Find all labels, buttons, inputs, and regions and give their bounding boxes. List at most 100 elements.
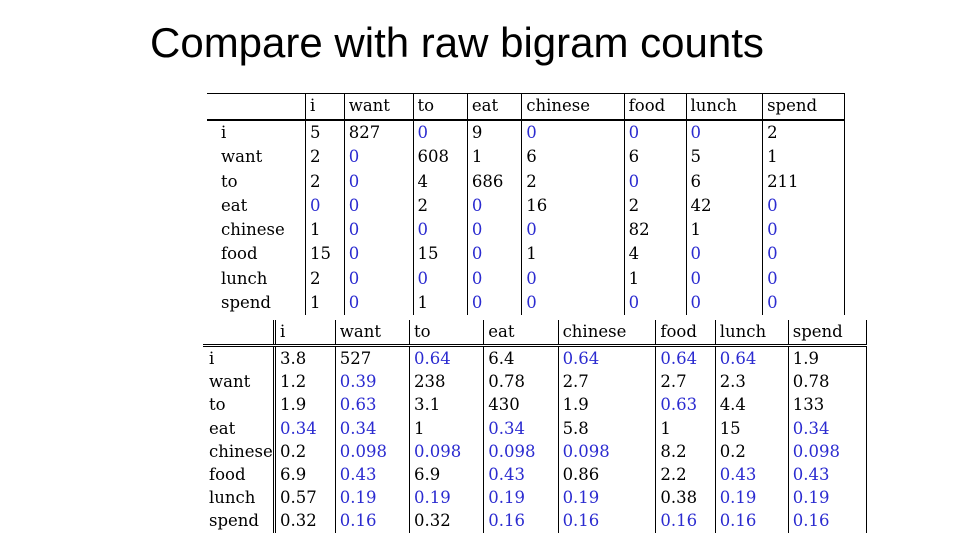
recon-cell: 6.4 bbox=[483, 345, 559, 371]
raw-cell: 15 bbox=[305, 242, 345, 267]
raw-cell: 0 bbox=[343, 242, 414, 267]
recon-col-header-i: i bbox=[273, 320, 336, 347]
raw-row-label: eat bbox=[221, 195, 248, 215]
reconstituted-counts-header: i want to eat chinese food lunch spend bbox=[203, 320, 868, 347]
recon-cell: 0.2 bbox=[273, 439, 336, 464]
raw-cell: 0 bbox=[762, 291, 845, 316]
raw-cell: 6 bbox=[685, 169, 763, 194]
raw-cell: 2 bbox=[305, 145, 345, 170]
recon-cell: 1 bbox=[655, 416, 716, 440]
raw-cell: 608 bbox=[412, 145, 468, 170]
raw-cell: 16 bbox=[521, 193, 625, 219]
raw-cell: 9 bbox=[466, 120, 522, 146]
raw-cell: 4 bbox=[623, 242, 687, 267]
recon-cell: 5.8 bbox=[557, 416, 656, 440]
raw-col-header-food: food bbox=[623, 93, 687, 121]
raw-col-header-eat: eat bbox=[466, 93, 522, 121]
recon-cell: 0.43 bbox=[714, 463, 789, 487]
recon-cell: 0.098 bbox=[409, 439, 484, 464]
raw-row-label: want bbox=[221, 147, 263, 167]
raw-cell: 0 bbox=[412, 218, 468, 243]
raw-bigram-counts-table: i want to eat chinese food lunch spend i 5 827 0 9 0… bbox=[207, 93, 845, 316]
raw-row-label: i bbox=[221, 123, 227, 142]
recon-col-header-food: food bbox=[655, 320, 716, 347]
recon-row-food: food 6.9 0.43 6.9 0.43 0.86 2.2 0.43 0.43 bbox=[203, 463, 868, 487]
recon-cell: 1.9 bbox=[557, 393, 656, 417]
recon-cell: 0.098 bbox=[334, 439, 410, 464]
recon-cell: 1 bbox=[409, 416, 484, 440]
recon-row-chinese: chinese 0.2 0.098 0.098 0.098 0.098 8.2 0.2 0.09… bbox=[203, 439, 868, 464]
recon-cell: 0.38 bbox=[655, 486, 716, 510]
recon-cell: 6.9 bbox=[273, 463, 336, 487]
recon-cell: 430 bbox=[483, 393, 559, 417]
recon-row-lunch: lunch 0.57 0.19 0.19 0.19 0.19 0.38 0.19 0.19 bbox=[203, 486, 868, 510]
recon-cell: 2.7 bbox=[557, 370, 656, 394]
raw-cell: 1 bbox=[762, 145, 845, 170]
recon-cell: 0.16 bbox=[714, 509, 789, 533]
recon-cell: 0.64 bbox=[409, 345, 484, 371]
recon-cell: 0.16 bbox=[787, 509, 868, 533]
recon-col-header-lunch: lunch bbox=[714, 320, 789, 347]
recon-cell: 6.9 bbox=[409, 463, 484, 487]
recon-cell: 0.16 bbox=[334, 509, 410, 533]
recon-cell: 0.16 bbox=[483, 509, 559, 533]
reconstituted-counts-body: i 3.8 527 0.64 6.4 0.64 0.64 0.64 1.9 want 1.2 0.39… bbox=[203, 345, 868, 533]
recon-cell: 0.43 bbox=[787, 463, 868, 487]
recon-cell: 2.2 bbox=[655, 463, 716, 487]
raw-cell: 0 bbox=[685, 120, 763, 146]
raw-cell: 1 bbox=[412, 291, 468, 316]
raw-cell: 82 bbox=[623, 218, 687, 243]
recon-cell: 0.16 bbox=[655, 509, 716, 533]
recon-cell: 527 bbox=[334, 345, 410, 371]
raw-row-label: food bbox=[221, 244, 258, 264]
raw-cell: 0 bbox=[623, 120, 687, 146]
raw-row-lunch: lunch 2 0 0 0 0 1 0 0 bbox=[207, 266, 845, 292]
raw-cell: 1 bbox=[305, 218, 345, 243]
raw-cell: 0 bbox=[521, 291, 625, 316]
raw-cell: 0 bbox=[466, 291, 522, 316]
raw-cell: 5 bbox=[685, 145, 763, 170]
recon-row-spend: spend 0.32 0.16 0.32 0.16 0.16 0.16 0.16 0.16 bbox=[203, 509, 868, 533]
recon-cell: 238 bbox=[409, 370, 484, 394]
raw-cell: 0 bbox=[685, 242, 763, 267]
raw-cell: 4 bbox=[412, 169, 468, 194]
raw-cell: 0 bbox=[623, 169, 687, 194]
raw-col-header-i: i bbox=[305, 93, 345, 121]
raw-cell: 15 bbox=[412, 242, 468, 267]
recon-cell: 0.78 bbox=[483, 370, 559, 394]
recon-row-eat: eat 0.34 0.34 1 0.34 5.8 1 15 0.34 bbox=[203, 416, 868, 440]
recon-corner-cell bbox=[203, 320, 275, 347]
raw-cell: 2 bbox=[521, 169, 625, 194]
recon-cell: 3.8 bbox=[273, 345, 336, 371]
recon-cell: 0.19 bbox=[409, 486, 484, 510]
raw-row-label: spend bbox=[221, 293, 271, 313]
recon-row-label: chinese bbox=[209, 441, 273, 461]
raw-cell: 1 bbox=[305, 291, 345, 316]
slide-title: Compare with raw bigram counts bbox=[150, 19, 764, 66]
recon-cell: 0.34 bbox=[787, 416, 868, 440]
raw-cell: 0 bbox=[412, 120, 468, 146]
recon-row-want: want 1.2 0.39 238 0.78 2.7 2.7 2.3 0.78 bbox=[203, 370, 868, 394]
raw-cell: 2 bbox=[305, 169, 345, 194]
recon-cell: 1.9 bbox=[787, 345, 868, 371]
recon-cell: 0.64 bbox=[714, 345, 789, 371]
recon-cell: 0.34 bbox=[334, 416, 410, 440]
recon-col-header-spend: spend bbox=[787, 320, 868, 347]
recon-cell: 0.32 bbox=[409, 509, 484, 533]
recon-row-label: to bbox=[209, 395, 226, 415]
raw-cell: 0 bbox=[521, 218, 625, 243]
raw-cell: 0 bbox=[343, 169, 414, 194]
recon-cell: 133 bbox=[787, 393, 868, 417]
recon-cell: 0.34 bbox=[483, 416, 559, 440]
raw-cell: 42 bbox=[685, 193, 763, 219]
raw-cell: 0 bbox=[343, 291, 414, 316]
recon-cell: 0.63 bbox=[655, 393, 716, 417]
raw-cell: 0 bbox=[466, 193, 522, 219]
raw-counts-header: i want to eat chinese food lunch spend bbox=[207, 93, 845, 121]
recon-cell: 0.2 bbox=[714, 439, 789, 464]
recon-cell: 2.3 bbox=[714, 370, 789, 394]
raw-row-label: to bbox=[221, 171, 238, 191]
raw-cell: 0 bbox=[762, 242, 845, 267]
raw-col-header-lunch: lunch bbox=[685, 93, 763, 121]
raw-col-header-want: want bbox=[343, 93, 414, 121]
